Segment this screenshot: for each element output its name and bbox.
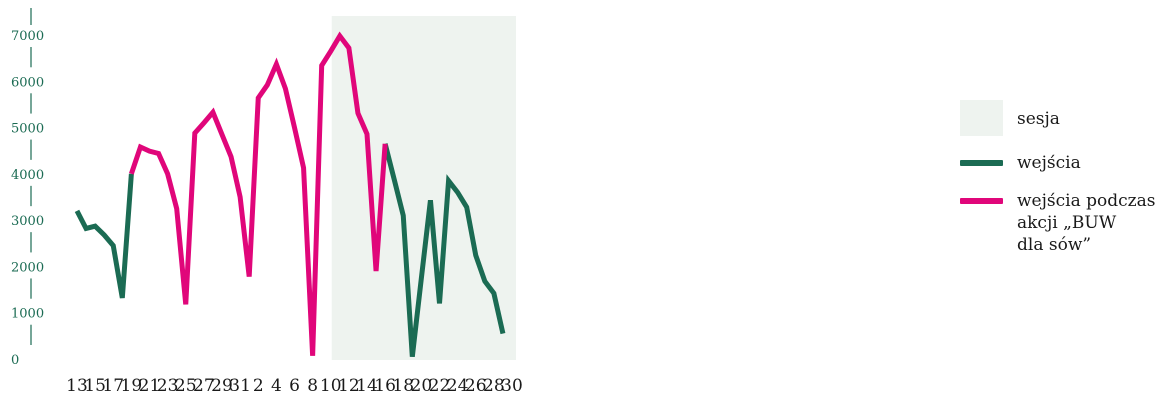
- legend-item-action: wejścia podczas akcji „BUW dla sów”: [960, 190, 1170, 256]
- x-tick-label: 27: [193, 376, 215, 394]
- y-tick-label: 0: [11, 353, 19, 368]
- x-tick-label: 26: [465, 376, 487, 394]
- series-line-entries-segment-1: [74, 173, 134, 299]
- x-tick-label: 4: [271, 376, 282, 394]
- x-tick-label: 31: [229, 376, 251, 394]
- x-tick-label: 28: [483, 376, 505, 394]
- x-tick-label: 13: [66, 376, 88, 394]
- x-tick-label: 25: [175, 376, 197, 394]
- y-tick-label: 2000: [11, 260, 44, 275]
- x-tick-label: 12: [338, 376, 360, 394]
- legend-label-action-line3: dla sów”: [1017, 235, 1092, 255]
- legend-label-entries: wejścia: [1017, 153, 1081, 173]
- legend-swatch-entries: [960, 160, 1003, 166]
- x-tick-label: 29: [211, 376, 233, 394]
- x-tick-label: 15: [84, 376, 106, 394]
- x-tick-label: 17: [102, 376, 124, 394]
- y-tick-label: 7000: [11, 29, 44, 44]
- x-tick-label: 2: [253, 376, 264, 394]
- x-tick-label: 20: [411, 376, 433, 394]
- x-tick-label: 14: [356, 376, 378, 394]
- session-band: [331, 16, 516, 360]
- x-tick-label: 24: [447, 376, 469, 394]
- legend-label-action: wejścia podczas akcji „BUW dla sów”: [1017, 190, 1155, 256]
- legend-label-session: sesja: [1017, 109, 1060, 129]
- legend-swatch-session: [960, 100, 1003, 136]
- x-tick-label: 18: [392, 376, 414, 394]
- x-tick-label: 6: [289, 376, 300, 394]
- series-line-entries-segment-2: [382, 143, 506, 357]
- x-tick-label: 23: [157, 376, 179, 394]
- x-tick-label: 22: [429, 376, 451, 394]
- x-tick-label: 30: [501, 376, 523, 394]
- y-tick-label: 3000: [11, 214, 44, 229]
- x-tick-label: 19: [121, 376, 143, 394]
- x-tick-label: 16: [374, 376, 396, 394]
- x-tick-label: 8: [307, 376, 318, 394]
- y-tick-label: 5000: [11, 122, 44, 137]
- legend: sesja wejścia wejścia podczas akcji „BUW…: [960, 100, 1170, 272]
- x-tick-label: 21: [139, 376, 161, 394]
- y-tick-label: 1000: [11, 307, 44, 322]
- series-line-action-segment-1: [129, 31, 388, 356]
- legend-label-action-line1: wejścia podczas: [1017, 191, 1156, 211]
- legend-label-action-line2: akcji „BUW: [1017, 213, 1117, 233]
- legend-item-entries: wejścia: [960, 152, 1170, 174]
- legend-item-session: sesja: [960, 100, 1170, 136]
- y-tick-label: 4000: [11, 168, 44, 183]
- legend-swatch-action: [960, 198, 1003, 204]
- x-tick-label: 10: [320, 376, 342, 394]
- y-tick-label: 6000: [11, 75, 44, 90]
